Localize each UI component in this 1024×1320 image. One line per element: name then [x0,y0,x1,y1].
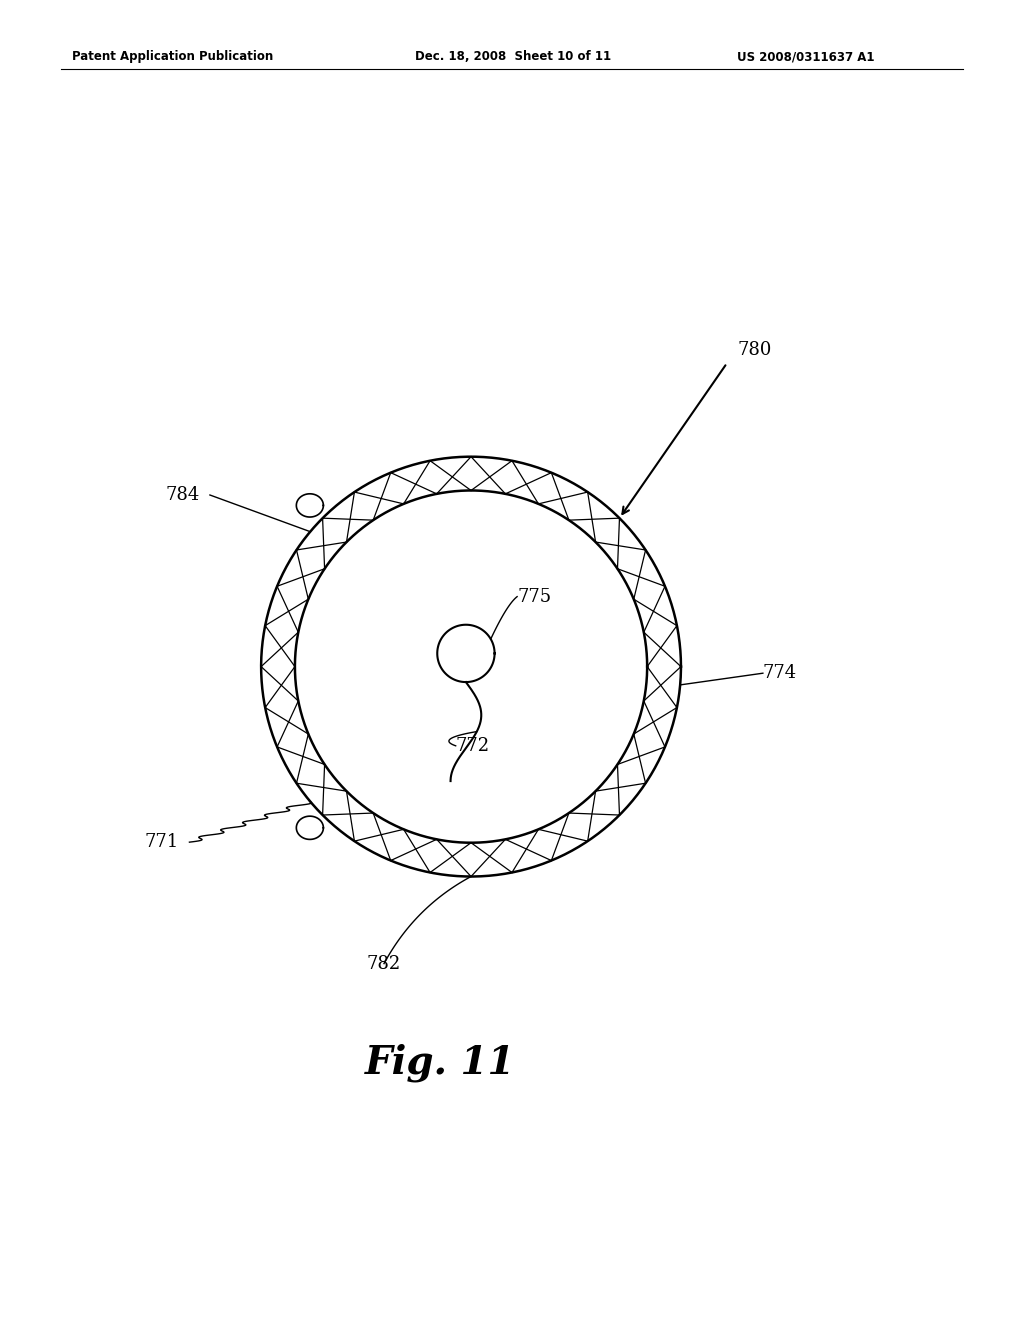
Text: 780: 780 [737,341,772,359]
Text: Fig. 11: Fig. 11 [366,1043,515,1082]
Text: Dec. 18, 2008  Sheet 10 of 11: Dec. 18, 2008 Sheet 10 of 11 [415,50,611,63]
Text: 784: 784 [166,486,200,504]
Text: 782: 782 [367,954,401,973]
Text: 775: 775 [517,587,551,606]
Text: US 2008/0311637 A1: US 2008/0311637 A1 [737,50,874,63]
Text: 772: 772 [456,737,489,755]
Text: 771: 771 [145,833,179,851]
Text: Patent Application Publication: Patent Application Publication [72,50,273,63]
Text: 774: 774 [763,664,797,682]
